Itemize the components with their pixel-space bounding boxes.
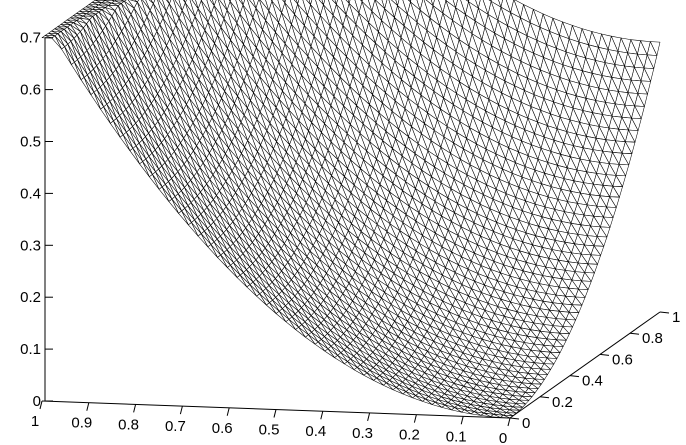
mesh-face: [334, 0, 338, 5]
x-tick-label: 0.2: [399, 427, 420, 444]
y-tick-label: 0.2: [552, 394, 573, 411]
y-tick-label: 0.6: [612, 351, 633, 368]
mesh-face: [498, 0, 503, 8]
x-tick: [86, 402, 90, 411]
x-tick: [273, 409, 277, 418]
axes: 0 0.1 0.2 0.3 0.4 0.5 0.6 0.7 1 0.9 0.8 0.7 0.6 0.5 0.…: [20, 30, 680, 445]
y-tick-label: 0: [522, 415, 530, 432]
x-tick: [413, 414, 417, 423]
mesh-face: [212, 0, 217, 6]
z-tick-label: 0.1: [20, 341, 41, 358]
z-tick-label: 0.2: [20, 289, 41, 306]
z-tick-label: 0: [33, 393, 41, 410]
x-tick-label: 1: [31, 413, 39, 430]
z-tick-label: 0.7: [20, 30, 41, 47]
y-axis-line: [509, 311, 661, 419]
x-tick: [460, 416, 464, 425]
y-tick: [569, 375, 580, 378]
mesh-face: [296, 0, 300, 5]
mesh-face: [475, 0, 481, 9]
y-tick: [509, 417, 520, 420]
x-tick: [179, 405, 183, 415]
mesh-face: [308, 0, 313, 5]
mesh-face: [238, 0, 244, 6]
mesh-face: [452, 0, 458, 8]
z-tick-label: 0.3: [20, 237, 41, 254]
z-tick-label: 0.6: [20, 82, 41, 99]
z-tick-label: 0.4: [20, 185, 41, 202]
mesh-face: [150, 0, 156, 4]
y-tick: [659, 311, 670, 314]
x-tick: [367, 412, 371, 422]
x-tick: [133, 404, 137, 413]
mesh-face: [265, 0, 273, 12]
mesh-face: [253, 0, 259, 9]
x-tick-label: 0.5: [259, 422, 280, 439]
x-tick: [507, 417, 511, 427]
y-tick: [629, 332, 640, 335]
x-tick: [39, 400, 43, 410]
mesh-face: [167, 0, 172, 5]
mesh-face: [223, 0, 231, 11]
x-tick-label: 0: [499, 430, 507, 445]
y-tick: [539, 396, 550, 399]
x-tick-label: 0.8: [118, 416, 139, 433]
y-tick-label: 0.4: [582, 373, 603, 390]
z-tick-label: 0.5: [20, 134, 41, 151]
surface-mesh: [41, 0, 661, 419]
mesh-face: [395, 0, 400, 6]
x-tick-label: 0.7: [165, 418, 186, 435]
x-tick: [226, 407, 230, 416]
y-tick-label: 0.8: [642, 330, 663, 347]
x-tick-label: 0.9: [71, 415, 92, 432]
x-tick: [320, 411, 324, 420]
mesh-face: [195, 0, 202, 9]
mesh-face: [381, 0, 388, 9]
x-tick-label: 0.6: [212, 420, 233, 437]
mesh-face: [416, 0, 423, 11]
mesh-face: [178, 0, 186, 11]
mesh-face: [241, 0, 245, 6]
y-tick-label: 1: [672, 309, 680, 326]
x-tick-label: 0.3: [352, 425, 373, 442]
mesh-face: [321, 0, 326, 6]
mesh-face: [430, 0, 435, 6]
x-tick-label: 0.1: [446, 428, 467, 445]
y-tick: [599, 353, 610, 356]
x-tick-label: 0.4: [305, 423, 326, 440]
